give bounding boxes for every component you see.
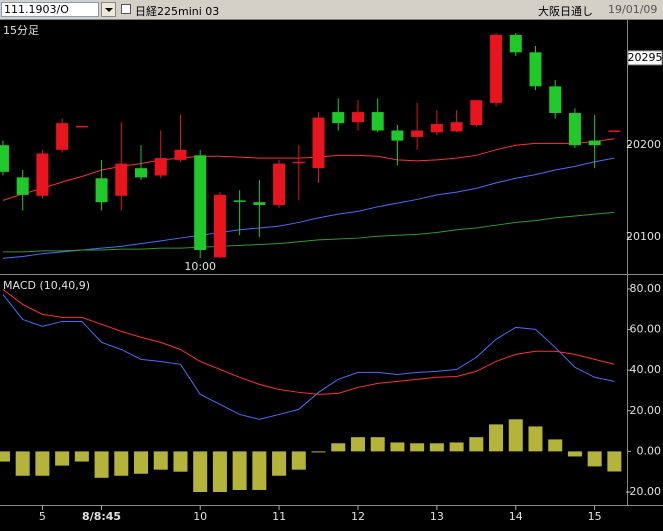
instrument-name: 日経225mini 03 [135, 5, 220, 18]
histogram-bar [489, 424, 504, 452]
candle-body [292, 161, 305, 164]
candle-body [332, 112, 345, 124]
panel-title: 15分足 [3, 24, 39, 37]
candle-body [608, 130, 621, 132]
histogram-bar [193, 451, 208, 493]
histogram-bar [449, 442, 464, 452]
candle-body [490, 34, 503, 103]
histogram-bar [528, 426, 543, 452]
candle-body [391, 130, 404, 141]
histogram-bar [212, 451, 227, 493]
candle-body [0, 145, 9, 172]
price-marker-box [627, 50, 663, 66]
session-label: 大阪日通し [538, 5, 593, 18]
x-tick-label: 14 [509, 510, 523, 523]
histogram-bar [469, 437, 484, 452]
toolbar: 111.1903/O 日経225mini 03 大阪日通し 19/01/09 [0, 0, 663, 20]
histogram-bar [429, 443, 444, 452]
histogram-bar [370, 437, 385, 452]
x-tick-label: 13 [430, 510, 444, 523]
candle-body [371, 112, 384, 131]
candle-body [194, 155, 207, 251]
moving-average [2, 157, 615, 259]
candle-body [115, 163, 128, 196]
y-tick-label: 40.00 [630, 363, 662, 376]
histogram-bar [272, 451, 287, 476]
candle-body [174, 149, 187, 160]
histogram-bar [252, 451, 267, 490]
histogram-bar [15, 451, 30, 476]
candle-body [36, 153, 49, 196]
candle-body [509, 34, 522, 53]
panel-title: MACD (10,40,9) [3, 279, 90, 292]
symbol-input[interactable]: 111.1903/O [1, 2, 99, 17]
histogram-bar [587, 451, 602, 467]
histogram-bar [548, 439, 563, 452]
y-tick-label: 0.00 [637, 444, 662, 457]
checkbox[interactable] [121, 4, 131, 14]
histogram-bar [350, 437, 365, 452]
candle-body [253, 202, 266, 205]
histogram-bar [232, 451, 247, 490]
histogram-bar [134, 451, 149, 474]
x-tick-label: 5 [39, 510, 46, 523]
candle-body [411, 130, 424, 137]
candle-body [213, 194, 226, 258]
dropdown-button[interactable] [101, 2, 116, 17]
candle-body [154, 158, 167, 176]
x-tick-label: 8/8:45 [82, 510, 121, 523]
x-tick-label: 10 [193, 510, 207, 523]
moving-average [2, 211, 615, 253]
date-label: 19/01/09 [608, 3, 658, 16]
candle-body [273, 163, 286, 205]
histogram-bar [55, 451, 70, 466]
y-tick-label: -20.00 [626, 485, 661, 498]
chart: 15分足 20100 20200 10:00 20295 MACD (10,40,9) 80… [0, 20, 663, 531]
histogram-bar [390, 442, 405, 452]
y-tick-label: 80.00 [630, 282, 662, 295]
candle-body [233, 200, 246, 202]
x-tick-label: 15 [588, 510, 602, 523]
macd-line [2, 288, 615, 395]
y-tick-label: 20100 [626, 230, 661, 243]
histogram-bar [331, 443, 346, 452]
x-tick-label: 11 [272, 510, 286, 523]
candle-body [75, 125, 88, 128]
candle-body [95, 178, 108, 203]
macd-line [2, 294, 615, 420]
histogram-bar [0, 451, 10, 462]
y-tick-label: 60.00 [630, 323, 662, 336]
histogram-bar [291, 451, 306, 470]
candle-body [135, 168, 148, 178]
candle-body [470, 100, 483, 125]
histogram-bar [114, 451, 129, 476]
time-annotation: 10:00 [184, 260, 216, 273]
candle-body [450, 122, 463, 132]
candle-body [549, 86, 562, 114]
price-marker-label: 20295 [628, 51, 663, 64]
histogram-bar [35, 451, 50, 476]
candle-body [56, 123, 69, 150]
y-tick-label: 20.00 [630, 404, 662, 417]
candle-body [529, 52, 542, 87]
candle-body [351, 112, 364, 123]
candle-body [588, 140, 601, 146]
candle-body [430, 124, 443, 133]
histogram-bar [311, 451, 326, 453]
candle-body [16, 177, 29, 195]
histogram-bar [567, 451, 582, 457]
histogram-bar [607, 451, 622, 472]
histogram-bar [74, 451, 89, 462]
histogram-bar [153, 451, 168, 470]
histogram-bar [173, 451, 188, 472]
moving-average [2, 138, 615, 201]
y-tick-label: 20200 [626, 138, 661, 151]
candle-body [568, 113, 581, 146]
histogram-bar [94, 451, 109, 478]
x-tick-label: 12 [351, 510, 365, 523]
histogram-bar [508, 419, 523, 452]
candle-body [312, 117, 325, 169]
histogram-bar [410, 443, 425, 452]
